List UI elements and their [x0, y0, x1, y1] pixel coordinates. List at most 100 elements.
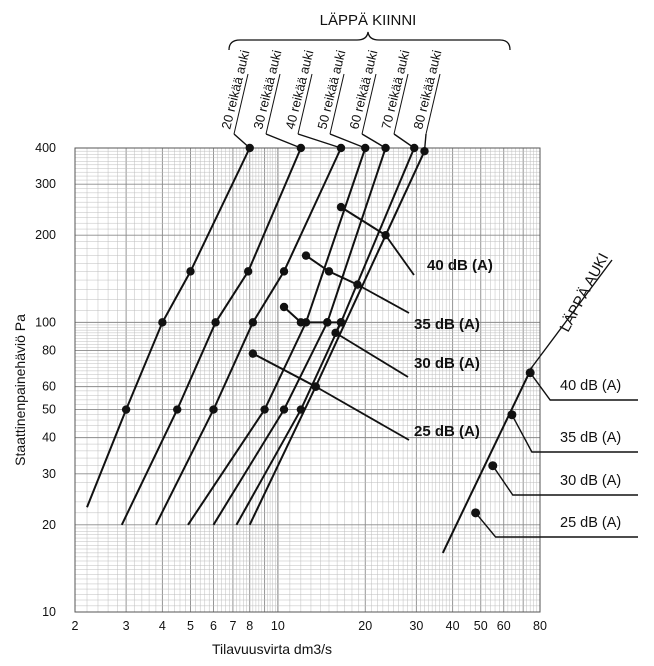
open-db-label: 40 dB (A) [560, 378, 621, 394]
open-group-label: LÄPPÄ AUKI [557, 250, 613, 335]
open-series-line [441, 366, 533, 554]
x-tick-label: 50 [474, 619, 488, 633]
y-tick-label: 100 [35, 315, 56, 329]
db-point [296, 318, 306, 327]
data-point [260, 405, 269, 414]
open-data-point [507, 410, 517, 420]
open-group-leader [531, 259, 613, 368]
x-tick-label: 8 [246, 619, 253, 633]
series-line-4 [187, 147, 367, 526]
series-name-label: 30 reikää auki [250, 48, 284, 130]
db-point [323, 318, 332, 327]
series-name-underline [265, 73, 281, 135]
x-tick-label: 40 [446, 619, 460, 633]
db-point [336, 202, 346, 212]
y-tick-label: 20 [42, 518, 56, 532]
db-label: 30 dB (A) [414, 355, 480, 372]
chart-axes: 2 3 4 5 6 7 8 10 20 30 40 50 60 80 10 20 30 40 50 60 80 100 20… [12, 141, 547, 657]
y-tick-label: 80 [42, 343, 56, 357]
chart-series [86, 143, 535, 554]
y-tick-label: 40 [42, 431, 56, 445]
x-tick-label: 7 [229, 619, 236, 633]
plot-frame [74, 147, 541, 613]
x-tick-label: 4 [159, 619, 166, 633]
closed-group-label: LÄPPÄ KIINNI [320, 12, 417, 29]
db-leader [335, 332, 409, 378]
series-leader [297, 133, 342, 149]
x-tick-label: 60 [497, 619, 511, 633]
db-isoline-3 [283, 306, 343, 334]
y-tick-label: 300 [35, 177, 56, 191]
open-db-label: 35 dB (A) [560, 430, 621, 446]
series-line-2 [120, 147, 302, 526]
series-name-underline [329, 73, 345, 135]
y-tick-label: 50 [42, 403, 56, 417]
x-tick-label: 6 [210, 619, 217, 633]
db-point [248, 349, 258, 358]
db-point [336, 318, 346, 327]
db-point [353, 280, 362, 289]
db-isoline-4 [252, 352, 317, 388]
series-name-label: 70 reikää auki [378, 48, 412, 130]
series-line-5 [212, 147, 387, 526]
series-name-underline [233, 73, 249, 135]
y-tick-label: 30 [42, 467, 56, 481]
open-db-leader [529, 372, 638, 401]
x-tick-label: 10 [271, 619, 285, 633]
data-point [248, 318, 258, 327]
y-tick-label: 400 [35, 141, 56, 155]
x-tick-label: 20 [358, 619, 372, 633]
series-leader [265, 133, 302, 149]
x-tick-label: 30 [409, 619, 423, 633]
open-db-label: 30 dB (A) [560, 473, 621, 489]
db-label: 35 dB (A) [414, 316, 480, 333]
series-name-label: 20 reikää auki [218, 48, 252, 130]
series-name-underline [297, 73, 313, 135]
x-tick-label: 80 [533, 619, 547, 633]
y-tick-label: 200 [35, 228, 56, 242]
data-point [279, 267, 289, 276]
x-tick-label: 5 [187, 619, 194, 633]
db-point [311, 382, 320, 391]
x-tick-label: 2 [72, 619, 79, 633]
db-point [324, 267, 334, 276]
open-db-leader [511, 414, 638, 453]
series-name-label: 60 reikää auki [346, 48, 380, 130]
open-db-label: 25 dB (A) [560, 515, 621, 531]
data-point [243, 267, 253, 276]
y-tick-label: 10 [42, 605, 56, 619]
series-leader [329, 133, 366, 149]
data-point [211, 318, 220, 327]
series-line-6 [235, 147, 416, 526]
series-leader [423, 133, 427, 152]
data-point [121, 405, 131, 414]
series-name-underline [361, 73, 377, 135]
db-leader [384, 234, 415, 276]
db-label: 25 dB (A) [414, 423, 480, 440]
y-tick-label: 60 [42, 380, 56, 394]
db-leader [315, 385, 410, 441]
x-tick-label: 3 [123, 619, 130, 633]
data-point [209, 405, 218, 414]
series-name-underline [425, 73, 441, 135]
data-point [279, 405, 289, 414]
chart-grid [74, 147, 541, 613]
db-leader [357, 283, 410, 314]
db-point [331, 328, 340, 338]
open-db-leader [492, 465, 638, 496]
closed-group-brace [228, 31, 511, 51]
series-leader [233, 133, 251, 149]
series-name-label: 50 reikää auki [314, 48, 348, 130]
y-axis-label: Staattinenpainehäviö Pa [12, 314, 28, 466]
series-name-label: 80 reikää auki [410, 48, 444, 130]
db-isoline-1 [340, 206, 387, 237]
series-name-underline [393, 73, 409, 135]
data-point [420, 146, 429, 156]
series-leader [393, 133, 415, 149]
series-name-label: 40 reikää auki [282, 48, 316, 130]
data-point [186, 267, 195, 276]
db-label: 40 dB (A) [427, 257, 493, 274]
x-axis-label: Tilavuusvirta dm3/s [212, 641, 332, 657]
open-db-leader [475, 512, 638, 538]
